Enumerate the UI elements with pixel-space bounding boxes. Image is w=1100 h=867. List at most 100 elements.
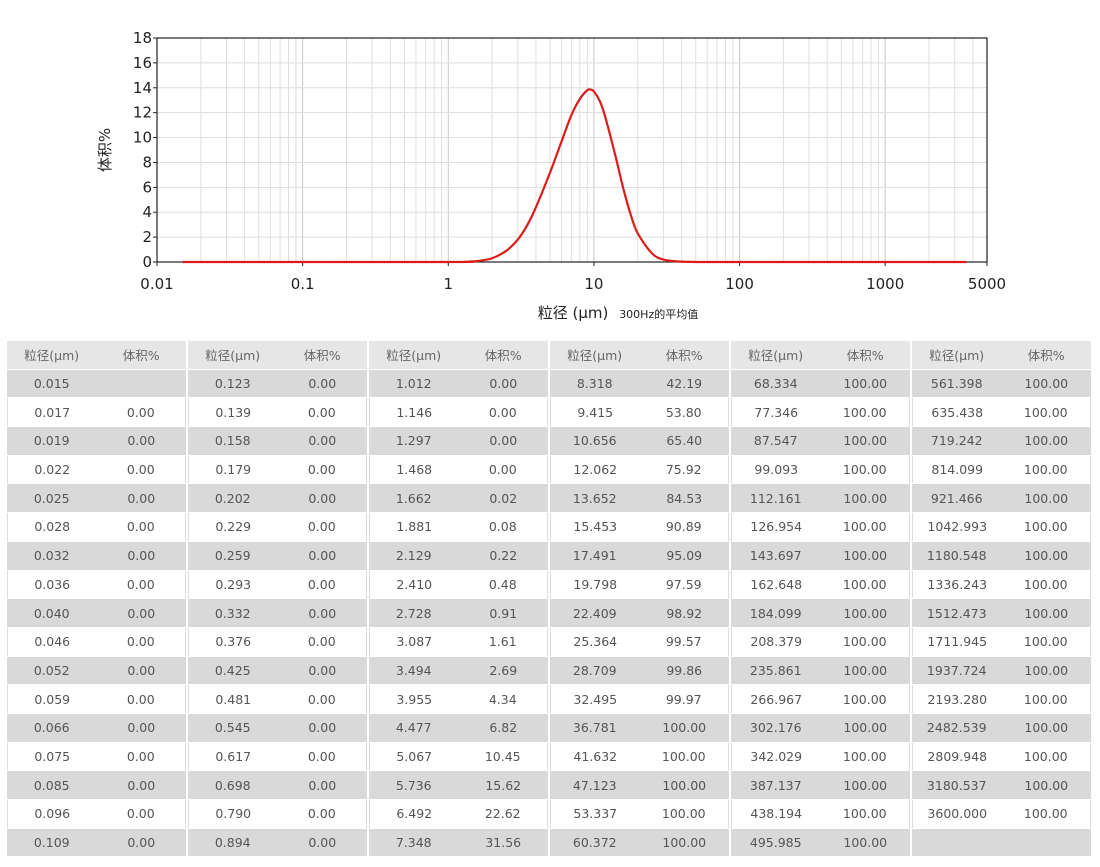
table-row: 266.967 100.00 (731, 685, 910, 713)
table-row: 10.656 65.40 (550, 427, 729, 455)
table-column-group: 粒径(μm) 体积% 0.123 0.00 0.139 0.00 0.158 0.00 0.17… (188, 341, 367, 858)
table-row: 0.545 0.00 (188, 713, 367, 742)
cell-particle-size: 266.967 (750, 691, 803, 707)
cell-particle-size: 4.477 (395, 720, 432, 736)
cell-particle-size: 0.015 (33, 376, 70, 392)
cell-particle-size: 0.259 (214, 548, 251, 564)
table-row: 0.139 0.00 (188, 398, 367, 427)
cell-particle-size: 99.093 (754, 462, 799, 478)
table-row: 1336.243 100.00 (912, 570, 1091, 599)
particle-size-chart: 0 2 4 6 8 10 12 14 16 18 0.01 0.1 1 10 100 1000 5000 体积… (96, 29, 1006, 322)
table-row: 0.032 0.00 (7, 541, 186, 570)
cell-volume-percent: 100.00 (1023, 748, 1068, 764)
cell-volume-percent: 100.00 (1023, 519, 1068, 535)
cell-volume-percent: 100.00 (843, 490, 888, 506)
table-row: 1512.473 100.00 (912, 599, 1091, 627)
table-row: 0.425 0.00 (188, 656, 367, 685)
cell-volume-percent: 65.40 (666, 433, 703, 449)
table-row: 0.075 0.00 (7, 742, 186, 771)
cell-particle-size: 28.709 (572, 662, 617, 678)
table-row: 1.468 0.00 (369, 455, 548, 484)
cell-volume-percent: 0.00 (308, 605, 337, 621)
cell-volume-percent: 100.00 (1023, 806, 1068, 822)
cell-particle-size: 0.046 (34, 634, 71, 650)
cell-particle-size: 17.491 (572, 548, 617, 564)
table-row: 561.398 100.00 (912, 369, 1091, 398)
cell-volume-percent: 100.00 (842, 634, 887, 650)
table-row: 2.728 0.91 (369, 599, 548, 627)
cell-particle-size: 0.376 (215, 634, 252, 650)
cell-particle-size: 2.728 (395, 605, 432, 621)
cell-particle-size: 0.545 (214, 720, 251, 736)
table-row: 0.376 0.00 (188, 627, 367, 656)
table-row: 0.202 0.00 (188, 484, 367, 513)
cell-volume-percent: 0.00 (127, 548, 156, 564)
table-row: 36.781 100.00 (550, 713, 729, 742)
cell-volume-percent: 100.00 (842, 748, 887, 764)
y-axis-label: 体积% (96, 128, 114, 172)
cell-particle-size: 235.861 (749, 662, 802, 678)
cell-volume-percent: 100.00 (661, 748, 706, 764)
x-axis-note: 300Hz的平均值 (619, 307, 698, 321)
cell-volume-percent: 95.09 (666, 548, 703, 564)
table-row: 719.242 100.00 (912, 427, 1091, 455)
cell-volume-percent: 0.00 (307, 748, 336, 764)
cell-particle-size: 0.017 (34, 404, 71, 420)
cell-volume-percent: 53.80 (665, 404, 702, 420)
table-row: 2.129 0.22 (369, 541, 548, 570)
table-row: 0.894 0.00 (188, 828, 367, 857)
cell-volume-percent: 99.86 (666, 662, 703, 678)
cell-particle-size: 47.123 (572, 777, 617, 793)
table-row: 814.099 100.00 (912, 455, 1091, 484)
cell-volume-percent: 31.56 (485, 835, 522, 851)
table-row: 126.954 100.00 (731, 513, 910, 541)
table-row: 5.067 10.45 (369, 742, 548, 771)
cell-particle-size: 0.075 (34, 748, 71, 764)
table-row: 1042.993 100.00 (912, 513, 1091, 541)
cell-volume-percent: 100.00 (1024, 433, 1069, 449)
table-row: 1180.548 100.00 (912, 541, 1091, 570)
table-row: 5.736 15.62 (369, 771, 548, 799)
table-row: 0.617 0.00 (188, 742, 367, 771)
x-tick-label: 0.1 (291, 275, 315, 293)
table-row (912, 828, 1091, 857)
cell-volume-percent: 0.00 (307, 691, 336, 707)
cell-particle-size: 0.028 (34, 519, 71, 535)
cell-particle-size: 77.346 (754, 404, 799, 420)
table-row: 17.491 95.09 (550, 541, 729, 570)
cell-volume-percent: 100.00 (1024, 720, 1069, 736)
table-row: 1711.945 100.00 (912, 627, 1091, 656)
cell-volume-percent: 100.00 (1024, 605, 1069, 621)
table-row: 184.099 100.00 (731, 599, 910, 627)
table-row: 0.481 0.00 (188, 685, 367, 713)
table-row: 1.881 0.08 (369, 513, 548, 541)
table-row: 53.337 100.00 (550, 800, 729, 828)
table-row: 13.652 84.53 (550, 484, 729, 513)
header-particle-size: 粒径(μm) (929, 348, 985, 364)
cell-particle-size: 15.453 (573, 519, 618, 535)
cell-volume-percent: 100.00 (842, 404, 887, 420)
y-tick-label: 12 (133, 104, 152, 122)
cell-volume-percent: 0.00 (307, 806, 336, 822)
cell-volume-percent: 0.48 (488, 576, 517, 592)
table-row: 0.046 0.00 (7, 627, 186, 656)
cell-volume-percent: 0.00 (307, 462, 336, 478)
table-row: 208.379 100.00 (731, 627, 910, 656)
x-axis-label-text: 粒径 (μm) (538, 304, 609, 322)
cell-volume-percent: 100.00 (843, 835, 888, 851)
cell-particle-size: 1.468 (396, 462, 433, 478)
y-tick-label: 4 (142, 203, 152, 221)
cell-volume-percent: 100.00 (662, 835, 707, 851)
x-axis-label: 粒径 (μm) 300Hz的平均值 (538, 304, 698, 322)
cell-particle-size: 1.012 (395, 376, 432, 392)
header-volume-percent: 体积% (846, 348, 884, 364)
cell-volume-percent: 1.61 (488, 634, 517, 650)
cell-volume-percent: 0.00 (126, 519, 155, 535)
cell-volume-percent: 0.00 (126, 748, 155, 764)
cell-volume-percent: 100.00 (1024, 490, 1069, 506)
table-row: 2.410 0.48 (369, 570, 548, 599)
table-row: 1.146 0.00 (369, 398, 548, 427)
table-row: 0.259 0.00 (188, 541, 367, 570)
cell-particle-size: 0.202 (214, 490, 251, 506)
cell-volume-percent: 0.00 (126, 691, 155, 707)
